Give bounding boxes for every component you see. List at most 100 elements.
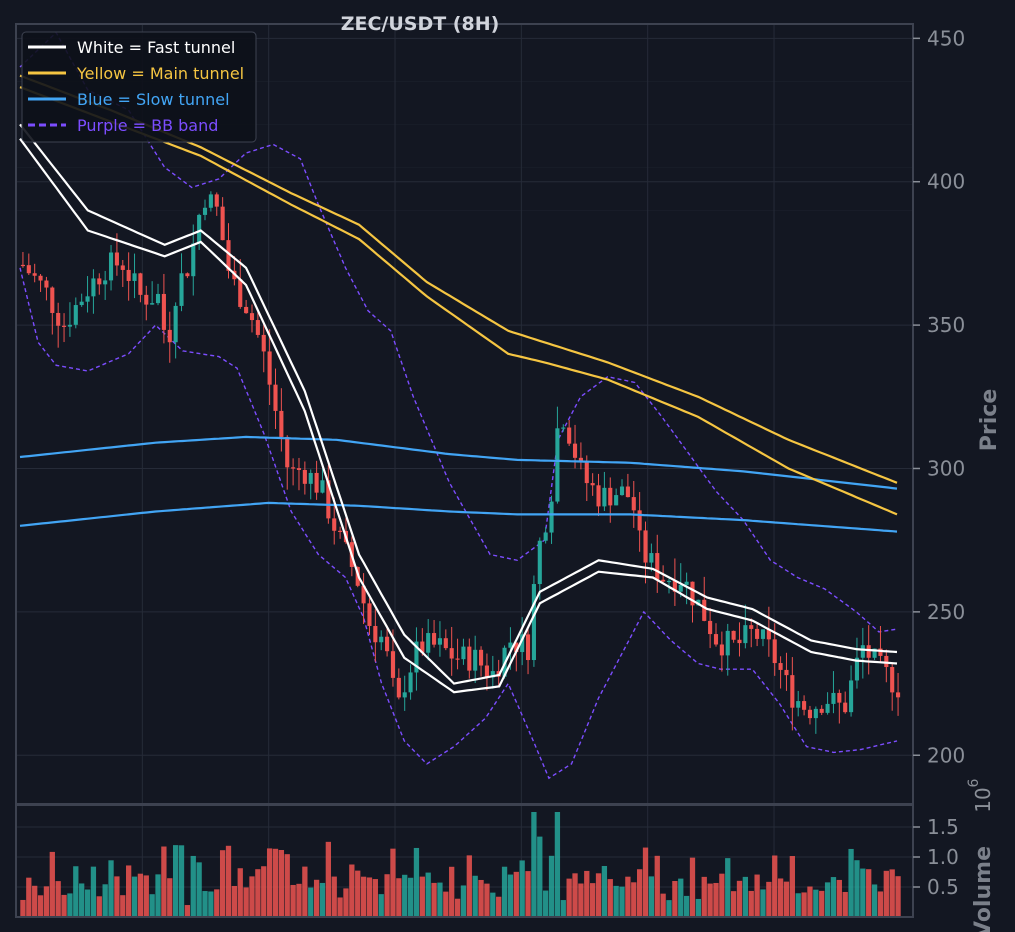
fast-tunnel-upper-line [19, 123, 898, 685]
volume-bar [261, 866, 267, 917]
volume-bar [143, 875, 149, 917]
price-tick-label: 300 [927, 456, 965, 480]
price-axis-title: Price [977, 389, 1002, 451]
candle-body [155, 293, 161, 304]
volume-panel-frame [15, 804, 914, 918]
candle-body [602, 487, 607, 507]
legend-box [21, 31, 257, 143]
candle-body [884, 655, 889, 668]
candle-body [531, 584, 536, 661]
candle-body [619, 486, 625, 496]
volume-bar [37, 895, 44, 917]
candle-body [179, 273, 184, 306]
candle-body [713, 634, 719, 645]
volume-bar [789, 856, 795, 917]
volume-bar [349, 864, 355, 917]
volume-tick-label: 0.5 [927, 875, 959, 899]
candle-body [731, 630, 736, 640]
candle-body [214, 194, 219, 207]
candle-body [173, 305, 178, 343]
candle-body [825, 703, 830, 713]
volume-bar [219, 850, 226, 917]
candle-body [584, 461, 589, 484]
volume-bar [666, 900, 672, 917]
candle-body [625, 486, 630, 498]
volume-axis-title: Volume [971, 846, 996, 932]
candle-body [596, 485, 601, 507]
volume-bar [813, 889, 819, 917]
candle-body [255, 320, 260, 335]
volume-bar [525, 871, 531, 917]
volume-bar [777, 878, 784, 917]
candle-body [561, 427, 566, 429]
candle-body [50, 287, 55, 313]
volume-bar [478, 879, 484, 917]
volume-bar [578, 883, 584, 917]
volume-bar [49, 851, 55, 917]
volume-bar [543, 890, 549, 917]
candle-body [661, 579, 666, 582]
volume-bar [108, 860, 114, 917]
legend: White = Fast tunnel Yellow = Main tunnel… [21, 31, 257, 143]
candle-body [672, 580, 677, 592]
candle-body [525, 634, 531, 661]
candle-body [896, 692, 901, 698]
volume-bar [783, 881, 790, 917]
volume-bar [325, 841, 331, 917]
volume-bar [190, 855, 196, 917]
volume-bar [43, 886, 50, 917]
volume-bar [137, 873, 144, 917]
candle-body [320, 480, 325, 493]
candle-body [426, 633, 431, 653]
volume-bar [208, 891, 214, 917]
candle-body [273, 384, 278, 411]
candle-body [32, 273, 37, 276]
volume-bar [560, 900, 566, 917]
volume-bar [255, 869, 261, 917]
volume-tick-label: 1.0 [927, 845, 959, 869]
candle-body [484, 665, 489, 678]
candle-body [784, 669, 789, 676]
candle-body [144, 294, 149, 305]
candle-body [455, 658, 460, 660]
candle-body [61, 325, 67, 327]
volume-bar [243, 887, 249, 917]
volume-bar [484, 883, 490, 917]
candle-body [44, 280, 49, 288]
candle-body [73, 305, 78, 325]
candle-body [20, 264, 25, 267]
volume-bar [126, 865, 132, 917]
slow-tunnel-upper-line [19, 435, 898, 490]
candle-body [719, 644, 724, 656]
volume-bar [319, 882, 326, 917]
volume-bar [642, 847, 649, 917]
volume-bar [819, 890, 825, 917]
volume-bar [636, 869, 643, 917]
candle-body [132, 273, 137, 281]
volume-bar [701, 876, 707, 917]
volume-bar [173, 845, 179, 917]
volume-bar [90, 866, 97, 917]
candle-body [91, 278, 96, 297]
candle-body [567, 427, 572, 444]
volume-bar [854, 860, 860, 917]
candle-body [291, 467, 296, 469]
volume-bar [466, 855, 472, 917]
candle-body [150, 303, 155, 305]
candle-body [408, 672, 413, 693]
volume-bar [889, 869, 895, 917]
volume-bar [860, 868, 866, 917]
volume-bar [402, 874, 408, 917]
volume-bar [26, 877, 32, 917]
candle-body [666, 580, 672, 583]
legend-label-fast: White = Fast tunnel [77, 38, 235, 57]
candle-body [443, 638, 448, 649]
candle-body [819, 708, 824, 713]
candle-body [420, 641, 425, 653]
volume-bar [32, 885, 38, 917]
candle-body [843, 702, 848, 713]
candle-body [790, 675, 795, 708]
volume-bar [801, 892, 807, 917]
volume-bar [613, 885, 619, 917]
